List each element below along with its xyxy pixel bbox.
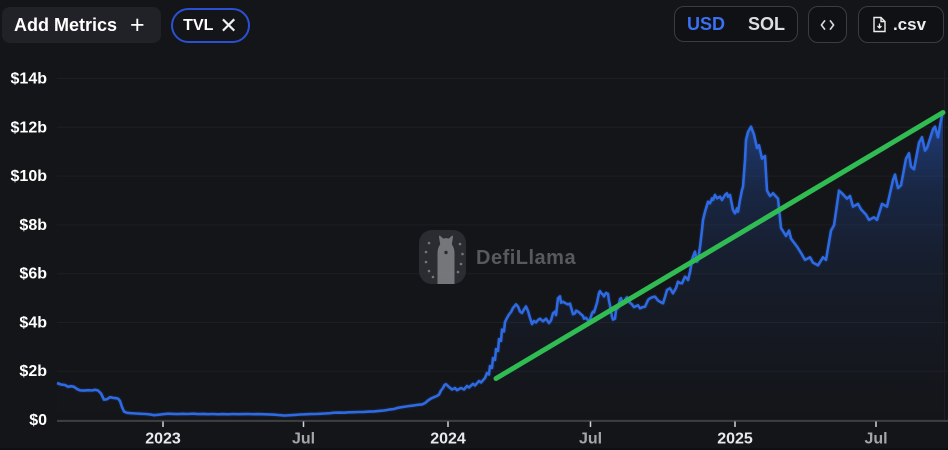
svg-text:Jul: Jul [292, 431, 315, 448]
svg-text:$12b: $12b [11, 119, 48, 136]
svg-text:$0: $0 [29, 412, 47, 429]
svg-text:Jul: Jul [579, 431, 602, 448]
svg-text:$2b: $2b [19, 363, 47, 380]
svg-text:$4b: $4b [19, 315, 47, 332]
svg-text:2024: 2024 [430, 431, 466, 448]
svg-text:2023: 2023 [145, 431, 181, 448]
svg-text:$6b: $6b [19, 266, 47, 283]
svg-text:2025: 2025 [717, 431, 753, 448]
svg-text:$14b: $14b [11, 71, 48, 88]
svg-text:$10b: $10b [11, 168, 48, 185]
svg-text:$8b: $8b [19, 217, 47, 234]
svg-text:DefiLlama: DefiLlama [476, 247, 576, 269]
svg-text:Jul: Jul [864, 431, 887, 448]
